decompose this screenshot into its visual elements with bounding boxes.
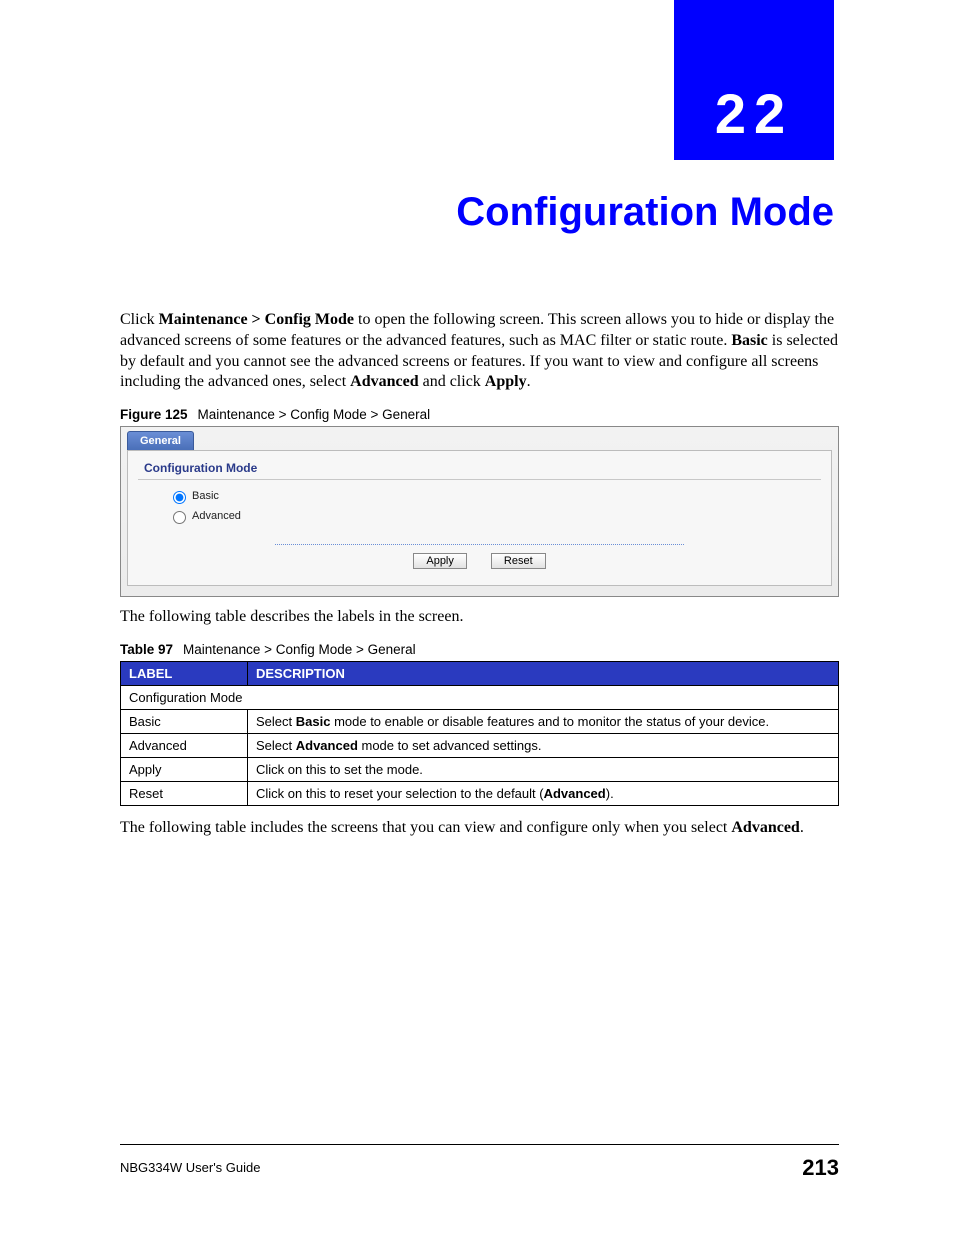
table-row: Basic Select Basic mode to enable or dis… (121, 709, 839, 733)
text: Click (120, 311, 159, 328)
text-bold: Apply (485, 373, 527, 390)
table-cell-desc: Select Basic mode to enable or disable f… (248, 709, 839, 733)
text: and click (419, 373, 485, 390)
reset-button[interactable]: Reset (491, 553, 546, 569)
text: . (800, 819, 804, 836)
apply-button[interactable]: Apply (413, 553, 467, 569)
intro-paragraph: Click Maintenance > Config Mode to open … (120, 310, 839, 393)
text: Select (256, 714, 296, 729)
text: ). (606, 786, 614, 801)
text-bold: Advanced (731, 819, 799, 836)
description-table: LABEL DESCRIPTION Configuration Mode Bas… (120, 661, 839, 806)
text: Click on this to set the mode. (256, 762, 423, 777)
text-bold: Advanced (544, 786, 606, 801)
radio-basic-row: Basic (138, 486, 821, 506)
post-table-text: The following table includes the screens… (120, 818, 839, 839)
figure-caption: Figure 125 Maintenance > Config Mode > Ge… (120, 407, 839, 422)
table-cell-label: Basic (121, 709, 248, 733)
radio-advanced-row: Advanced (138, 506, 821, 526)
text: Select (256, 738, 296, 753)
chapter-number: 22 (715, 81, 793, 146)
table-header-row: LABEL DESCRIPTION (121, 661, 839, 685)
table-caption: Table 97 Maintenance > Config Mode > Gene… (120, 642, 839, 657)
panel: Configuration Mode Basic Advanced Apply … (127, 450, 832, 586)
page-title: Configuration Mode (120, 190, 834, 235)
content-area: Click Maintenance > Config Mode to open … (120, 310, 839, 853)
button-row: Apply Reset (138, 551, 821, 575)
table-row: Apply Click on this to set the mode. (121, 757, 839, 781)
text: Click on this to reset your selection to… (256, 786, 544, 801)
text-bold: Basic (296, 714, 331, 729)
table-cell-label: Reset (121, 781, 248, 805)
text-bold: Basic (731, 332, 767, 349)
table-header-label: LABEL (121, 661, 248, 685)
text: mode to enable or disable features and t… (330, 714, 769, 729)
footer-rule (120, 1144, 839, 1145)
text-bold: Advanced (350, 373, 418, 390)
table-row: Configuration Mode (121, 685, 839, 709)
text-bold: Maintenance > Config Mode (159, 311, 354, 328)
table-caption-text: Maintenance > Config Mode > General (183, 642, 416, 657)
post-figure-text: The following table describes the labels… (120, 607, 839, 628)
divider (275, 544, 685, 545)
table-row: Advanced Select Advanced mode to set adv… (121, 733, 839, 757)
radio-advanced[interactable] (173, 511, 186, 524)
table-number: Table 97 (120, 642, 173, 657)
text: mode to set advanced settings. (358, 738, 542, 753)
tab-general[interactable]: General (127, 431, 194, 450)
chapter-number-block: 22 (674, 0, 834, 160)
text: . (527, 373, 531, 390)
table-cell-label: Apply (121, 757, 248, 781)
table-header-description: DESCRIPTION (248, 661, 839, 685)
radio-basic-label: Basic (192, 490, 219, 502)
table-row: Reset Click on this to reset your select… (121, 781, 839, 805)
figure-number: Figure 125 (120, 407, 188, 422)
panel-heading: Configuration Mode (138, 459, 821, 480)
text-bold: Advanced (296, 738, 358, 753)
footer-guide-name: NBG334W User's Guide (120, 1160, 260, 1175)
screenshot-figure: General Configuration Mode Basic Advance… (120, 426, 839, 597)
radio-advanced-label: Advanced (192, 510, 241, 522)
tab-row: General (121, 427, 838, 450)
table-cell-desc: Select Advanced mode to set advanced set… (248, 733, 839, 757)
page: 22 Configuration Mode Click Maintenance … (0, 0, 954, 1235)
table-cell-label: Advanced (121, 733, 248, 757)
figure-caption-text: Maintenance > Config Mode > General (198, 407, 431, 422)
text: The following table includes the screens… (120, 819, 731, 836)
footer-page-number: 213 (802, 1155, 839, 1181)
table-cell: Configuration Mode (121, 685, 839, 709)
table-cell-desc: Click on this to set the mode. (248, 757, 839, 781)
table-cell-desc: Click on this to reset your selection to… (248, 781, 839, 805)
radio-basic[interactable] (173, 491, 186, 504)
